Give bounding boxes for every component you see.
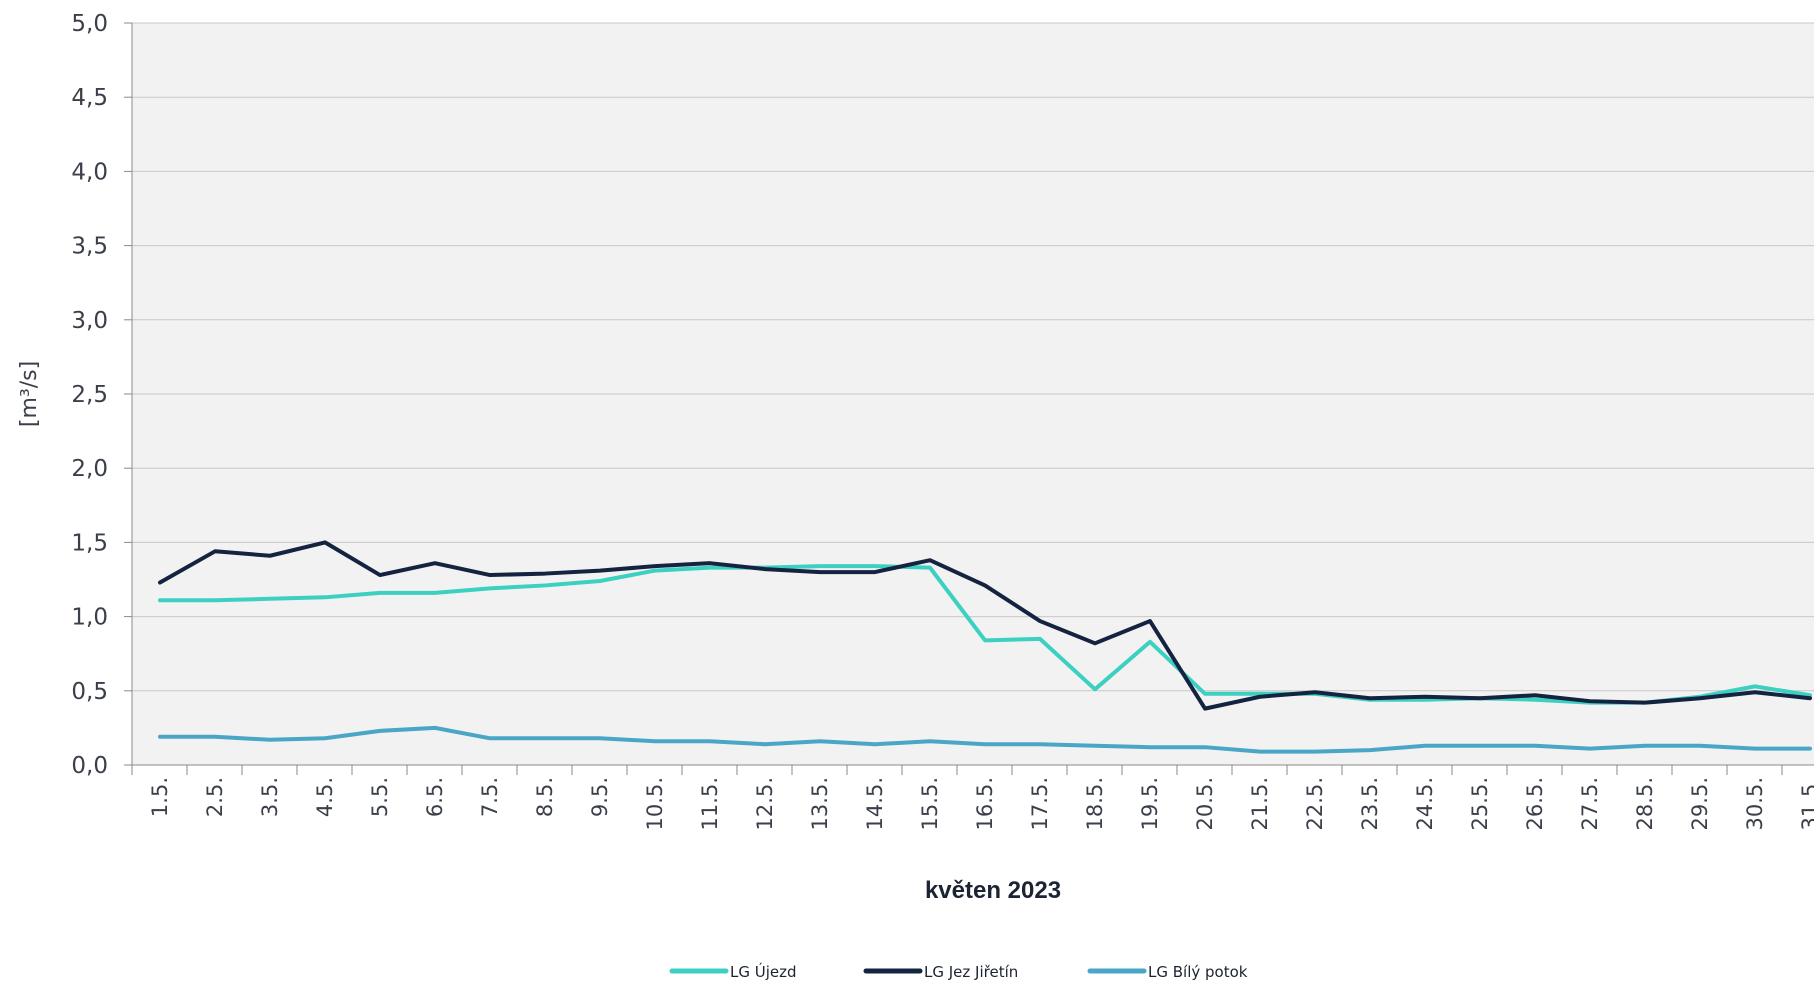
x-tick-label: 23.5. (1358, 777, 1382, 830)
y-tick-label: 2,5 (71, 382, 108, 408)
y-tick-label: 5,0 (71, 11, 108, 37)
y-tick-label: 3,0 (71, 308, 108, 334)
x-tick-label: 7.5. (478, 777, 502, 817)
y-tick-label: 1,5 (71, 530, 108, 556)
x-tick-label: 26.5. (1523, 777, 1547, 830)
x-tick-label: 29.5. (1688, 777, 1712, 830)
y-tick-label: 0,0 (71, 753, 108, 779)
x-tick-label: 30.5. (1743, 777, 1767, 830)
x-tick-label: 22.5. (1303, 777, 1327, 830)
x-tick-label: 18.5. (1083, 777, 1107, 830)
x-axis-label: květen 2023 (925, 877, 1061, 904)
x-tick-label: 3.5. (258, 777, 282, 817)
x-tick-label: 6.5. (423, 777, 447, 817)
x-tick-label: 12.5. (753, 777, 777, 830)
x-tick-label: 16.5. (973, 777, 997, 830)
x-tick-label: 24.5. (1413, 777, 1437, 830)
x-tick-label: 5.5. (368, 777, 392, 817)
y-tick-label: 4,0 (71, 159, 108, 185)
series-line (158, 540, 1812, 711)
series-line (158, 725, 1812, 754)
x-tick-label: 15.5. (918, 777, 942, 830)
x-tick-label: 14.5. (863, 777, 887, 830)
series-line (158, 564, 1812, 705)
x-tick-label: 9.5. (588, 777, 612, 817)
y-tick-label: 3,5 (71, 234, 108, 260)
grid-lines (132, 22, 1814, 692)
legend-label: LG Jez Jiřetín (924, 963, 1018, 981)
x-tick-label: 4.5. (313, 777, 337, 817)
y-tick-label: 1,0 (71, 605, 108, 631)
x-tick-label: 1.5. (148, 777, 172, 817)
x-tick-label: 17.5. (1028, 777, 1052, 830)
legend-label: LG Újezd (730, 962, 797, 981)
y-tick-label: 2,0 (71, 456, 108, 482)
y-axis-label: [m³/s] (17, 361, 42, 427)
legend: LG Újezd LG Jez Jiřetín LG Bílý potok (669, 962, 1248, 981)
x-tick-label: 21.5. (1248, 777, 1272, 830)
x-tick-label: 8.5. (533, 777, 557, 817)
x-tick-label: 28.5. (1633, 777, 1657, 830)
series-lines (158, 540, 1812, 754)
x-tick-label: 27.5. (1578, 777, 1602, 830)
x-tick-label: 20.5. (1193, 777, 1217, 830)
x-tick-label: 13.5. (808, 777, 832, 830)
x-tick-label: 2.5. (203, 777, 227, 817)
x-tick-label: 10.5. (643, 777, 667, 830)
legend-label: LG Bílý potok (1148, 963, 1248, 981)
x-tick-label: 31.5. (1798, 777, 1814, 830)
y-axis-ticks: 0,0 0,5 1,0 1,5 2,0 2,5 3,0 3,5 4,0 4,5 5,0 (71, 11, 132, 779)
x-tick-label: 25.5. (1468, 777, 1492, 830)
x-tick-label: 11.5. (698, 777, 722, 830)
y-tick-label: 0,5 (71, 679, 108, 705)
x-tick-label: 19.5. (1138, 777, 1162, 830)
x-axis-ticks: 1.5. 2.5. 3.5. 4.5. 5.5. 6.5. 7.5. 8.5. 9.5. 10.5… (131, 765, 1814, 830)
y-tick-label: 4,5 (71, 85, 108, 111)
